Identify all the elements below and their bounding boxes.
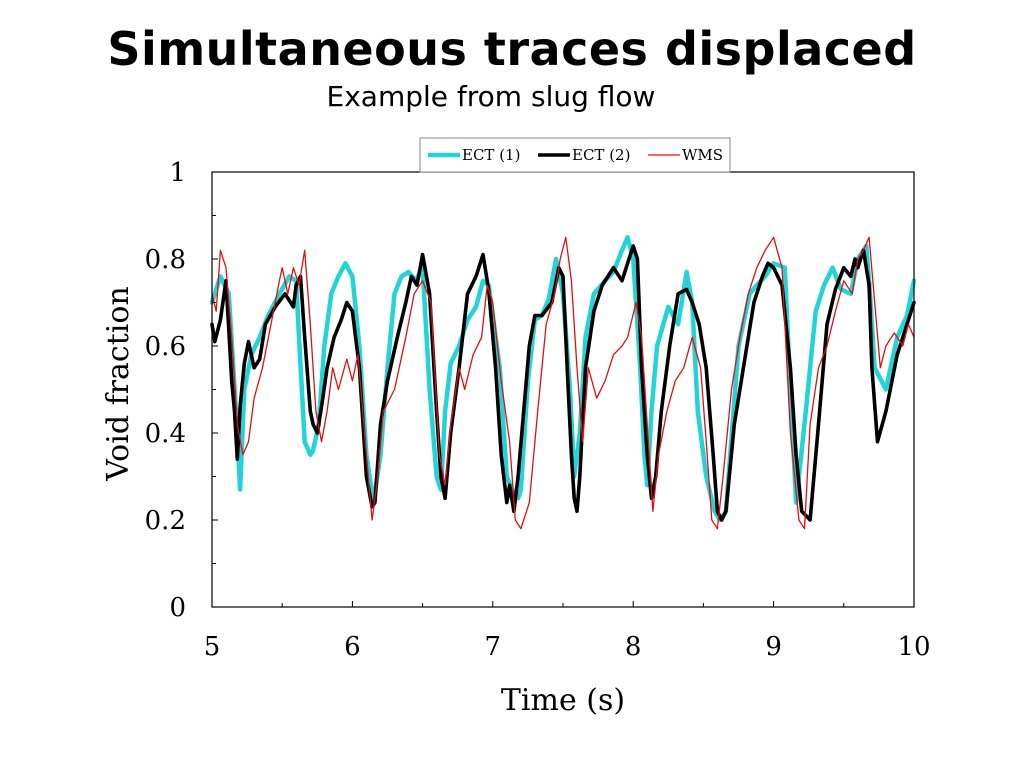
legend-label: ECT (1) [462,146,520,164]
x-tick-label: 6 [344,632,361,662]
slide-title: Simultaneous traces displaced [107,22,917,76]
y-axis-title: Void fraction [101,286,136,481]
series-line-ect-2 [210,244,916,522]
y-tick-label: 0.8 [145,245,186,275]
y-tick-label: 0.6 [145,332,186,362]
legend: ECT (1) ECT (2) WMS [419,137,731,173]
y-tick-label: 0.4 [145,419,186,449]
x-axis-title: Time (s) [501,683,625,718]
x-tick-label: 5 [204,632,221,662]
legend-label: WMS [682,146,723,164]
x-tick-label: 7 [485,632,502,662]
slide-subtitle: Example from slug flow [326,80,656,113]
series-line-wms [211,236,915,530]
y-tick-label: 0.2 [145,506,186,536]
x-tick-label: 8 [625,632,642,662]
x-tick-label: 9 [765,632,782,662]
y-tick-label: 1 [169,158,186,188]
y-tick-label: 0 [169,593,186,623]
legend-label: ECT (2) [572,146,630,164]
x-tick-label: 10 [897,632,930,662]
plot-area [209,235,917,530]
